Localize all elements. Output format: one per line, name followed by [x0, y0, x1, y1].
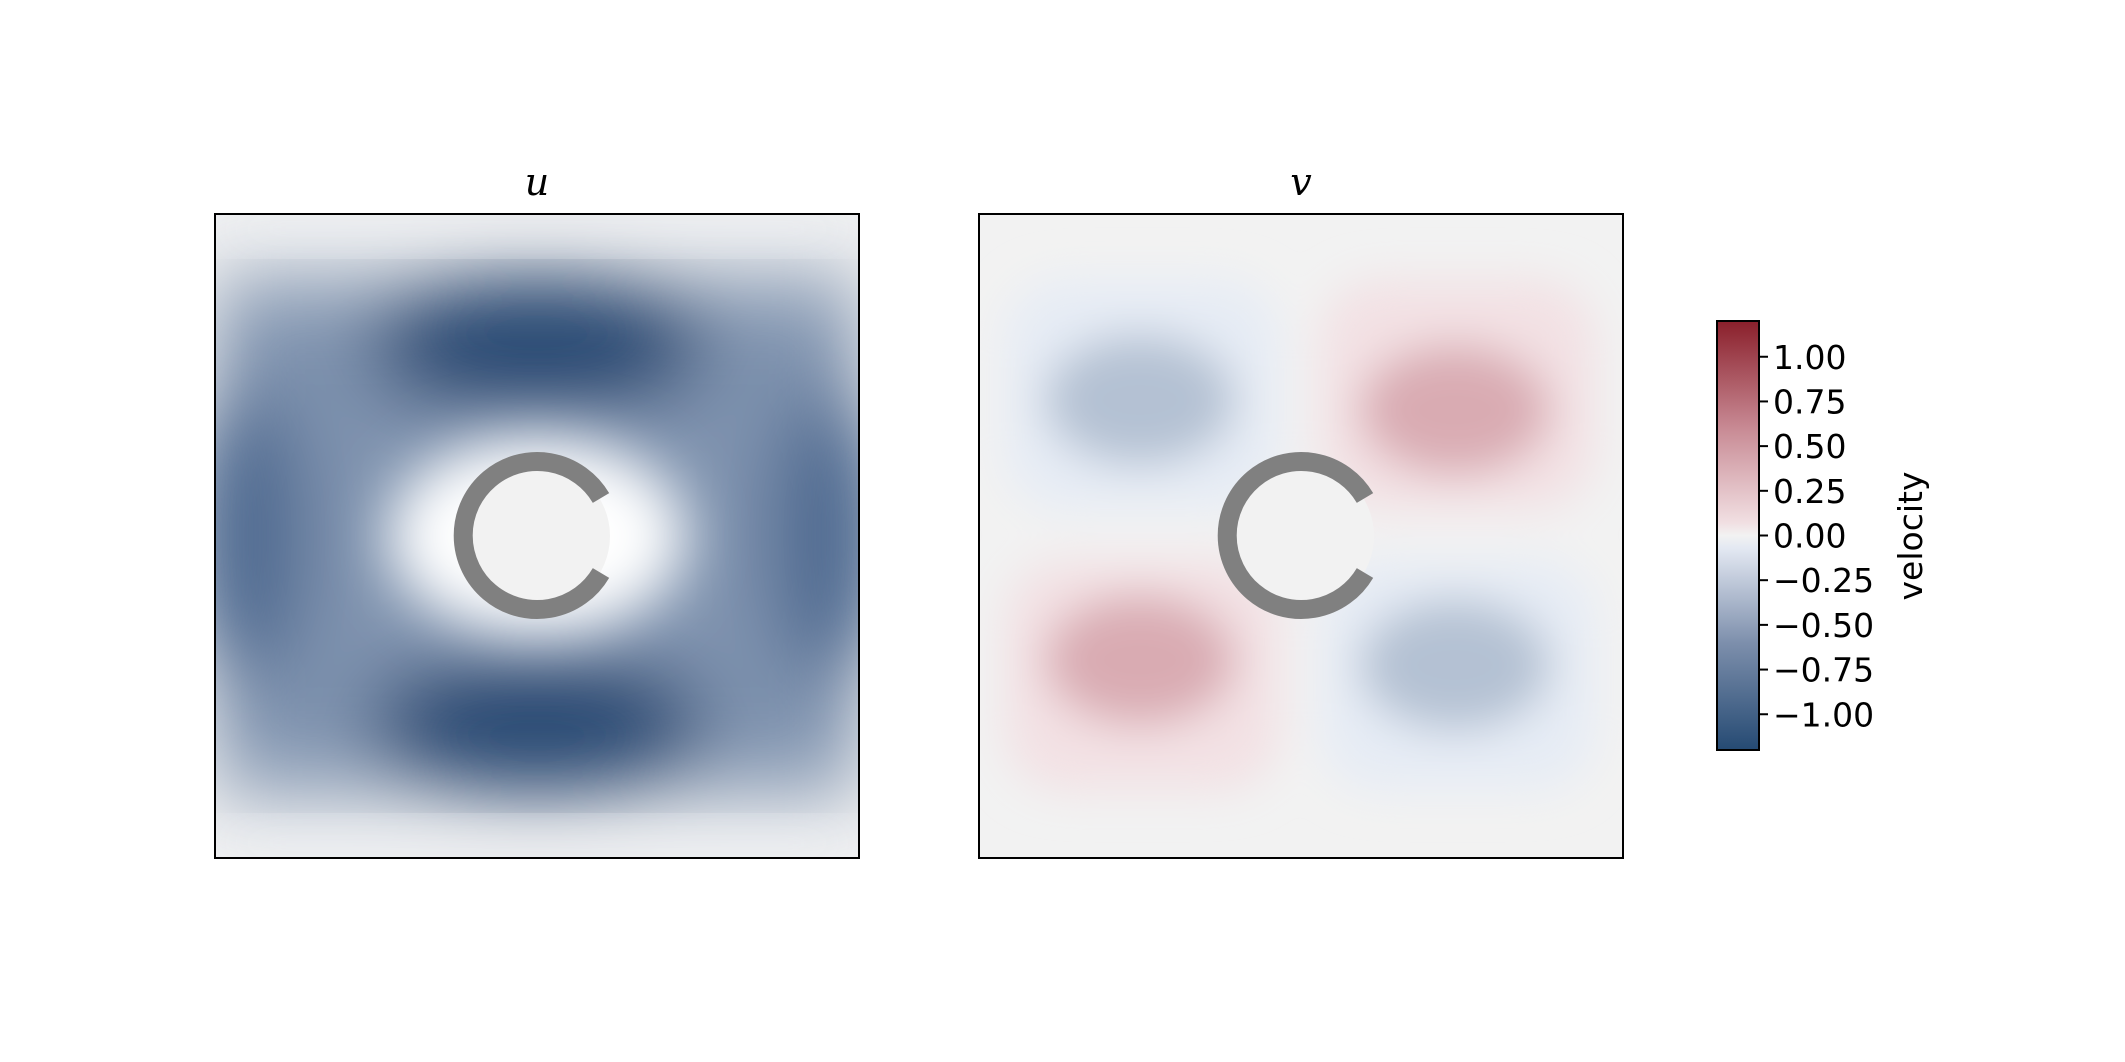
panel-v: v [979, 160, 1623, 858]
colorbar-tick-label: 0.75 [1773, 382, 1846, 421]
colorbar-tick-label: −0.25 [1773, 561, 1874, 600]
colorbar-tick-label: 1.00 [1773, 338, 1846, 377]
panel-u-heatmap [185, 214, 890, 858]
colorbar-gradient [1717, 321, 1759, 750]
colorbar-tick-label: 0.50 [1773, 427, 1846, 466]
panel-u: u [185, 160, 890, 858]
colorbar-tick-label: −0.50 [1773, 606, 1874, 645]
colorbar-tick-label: 0.25 [1773, 472, 1846, 511]
panel-v-heatmap [979, 214, 1623, 858]
colorbar-ticks: 1.00 0.75 0.50 0.25 0.00 −0.25 −0.50 −0.75 −1.00 [1759, 338, 1874, 735]
colorbar: 1.00 0.75 0.50 0.25 0.00 −0.25 −0.50 −0.75 −1.00… [1717, 321, 1930, 750]
panel-v-title: v [1290, 160, 1312, 204]
panel-u-title: u [525, 160, 549, 204]
colorbar-tick-label: −1.00 [1773, 695, 1874, 734]
colorbar-tick-label: −0.75 [1773, 651, 1874, 690]
colorbar-tick-label: 0.00 [1773, 517, 1846, 556]
colorbar-label: velocity [1891, 472, 1930, 601]
